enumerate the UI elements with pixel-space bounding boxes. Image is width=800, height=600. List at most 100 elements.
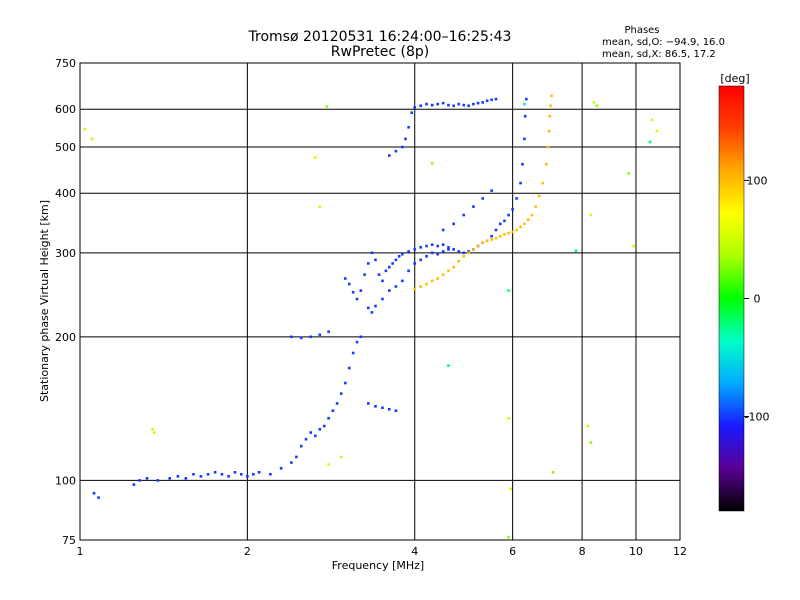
data-point-0-46	[309, 335, 313, 339]
data-point-0-88	[515, 197, 518, 200]
data-point-0-61	[387, 265, 391, 269]
chart-title: Tromsø 20120531 16:24:00–16:25:43	[248, 29, 512, 45]
data-point-1-142	[436, 277, 440, 280]
data-point-0-42	[387, 407, 391, 411]
data-point-0-39	[366, 402, 370, 405]
data-point-3-195	[507, 535, 510, 539]
data-point-1-147	[462, 254, 466, 258]
data-point-0-15	[233, 470, 237, 474]
data-point-0-62	[391, 262, 394, 265]
data-point-0-92	[523, 114, 527, 118]
data-point-0-45	[299, 336, 303, 340]
data-point-0-103	[419, 258, 422, 262]
data-point-2-184	[632, 244, 635, 248]
data-point-0-69	[425, 244, 428, 248]
data-point-1-138	[413, 287, 417, 291]
data-point-2-182	[589, 213, 593, 217]
data-point-0-73	[447, 246, 450, 249]
data-point-0-34	[343, 381, 347, 385]
data-point-1-150	[476, 244, 480, 248]
data-point-1-161	[523, 222, 526, 226]
data-point-0-50	[347, 282, 351, 286]
data-point-0-114	[410, 111, 413, 115]
data-point-1-171	[549, 104, 552, 108]
data-point-1-156	[503, 233, 506, 236]
data-point-2-178	[339, 455, 343, 459]
data-point-0-133	[452, 222, 455, 226]
data-point-0-85	[503, 219, 506, 223]
data-point-1-169	[547, 129, 551, 133]
data-point-0-134	[462, 213, 466, 217]
data-point-4-198	[574, 249, 578, 253]
data-point-0-106	[436, 252, 440, 256]
data-point-0-64	[397, 254, 401, 258]
data-point-4-196	[447, 364, 450, 367]
data-point-3-189	[589, 441, 593, 444]
data-point-0-44	[290, 335, 293, 339]
data-point-1-160	[519, 225, 522, 229]
data-point-0-122	[452, 104, 455, 108]
data-point-2-186	[655, 129, 659, 133]
y-axis-label: Stationary phase Virtual Height [km]	[38, 200, 51, 402]
data-point-0-96	[374, 304, 377, 308]
data-point-2-185	[651, 118, 654, 122]
data-point-1-152	[485, 239, 489, 243]
data-point-0-33	[339, 392, 343, 395]
data-point-0-6	[168, 477, 172, 480]
y-tick-label-3: 300	[55, 247, 76, 260]
data-point-0-12	[213, 470, 217, 474]
data-point-1-143	[441, 273, 445, 276]
colorbar-tick-label-2: -100	[745, 411, 770, 424]
data-point-0-22	[290, 461, 293, 464]
data-point-0-129	[485, 99, 489, 103]
data-point-0-67	[413, 248, 417, 251]
data-point-0-111	[401, 145, 404, 149]
data-point-0-74	[452, 248, 455, 251]
data-point-0-60	[384, 269, 388, 273]
data-point-0-121	[447, 103, 450, 107]
data-point-0-76	[462, 251, 466, 255]
data-point-0-83	[494, 228, 498, 232]
data-point-1-148	[467, 251, 470, 255]
data-point-0-102	[413, 262, 417, 265]
data-point-1-140	[425, 282, 428, 286]
y-axis-ticks: 75 100 200 300 400 500 600 750	[55, 57, 76, 547]
data-point-0-58	[377, 273, 381, 276]
data-point-0-21	[279, 467, 283, 470]
data-point-0-70	[430, 243, 434, 246]
data-point-3-190	[595, 104, 599, 108]
data-point-0-94	[366, 306, 370, 310]
data-points	[83, 94, 659, 539]
data-point-0-36	[351, 351, 355, 355]
data-point-0-13	[220, 472, 224, 476]
x-tick-label-6: 12	[673, 545, 687, 558]
data-point-3-192	[551, 470, 555, 474]
data-point-1-151	[481, 241, 484, 245]
chart-subtitle: RwPretec (8p)	[331, 44, 429, 60]
data-point-0-41	[381, 406, 384, 410]
x-axis-label: Frequency [MHz]	[332, 559, 424, 572]
data-point-2-177	[327, 463, 330, 466]
data-point-0-38	[359, 335, 363, 339]
data-point-0-31	[331, 409, 335, 413]
data-point-0-107	[441, 250, 445, 253]
data-point-0-125	[467, 104, 470, 108]
plot-frame	[79, 62, 681, 541]
data-point-1-167	[545, 162, 548, 166]
data-point-2-176	[318, 205, 322, 208]
x-tick-label-5: 10	[629, 545, 643, 558]
data-point-0-75	[457, 250, 461, 253]
data-point-3-191	[627, 172, 630, 175]
data-point-0-98	[387, 289, 391, 292]
data-point-0-3	[138, 479, 141, 482]
data-point-0-72	[441, 243, 445, 246]
y-tick-label-5: 500	[55, 141, 76, 154]
data-point-0-29	[322, 424, 326, 428]
data-point-1-172	[550, 94, 553, 98]
data-point-1-158	[511, 230, 514, 234]
data-point-0-59	[381, 279, 384, 283]
data-point-0-55	[366, 262, 370, 265]
data-point-0-108	[447, 248, 450, 251]
y-tick-label-1: 100	[55, 474, 76, 487]
